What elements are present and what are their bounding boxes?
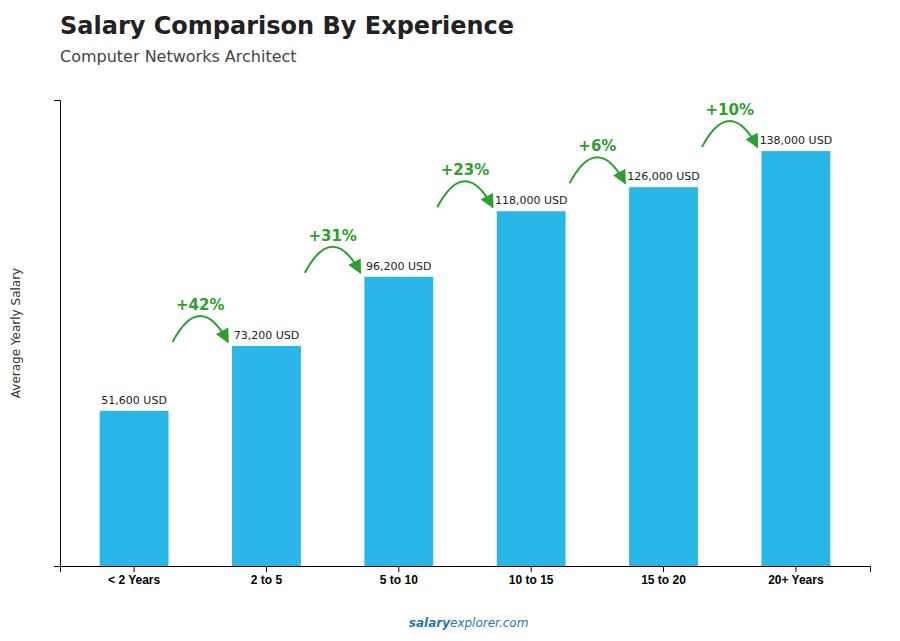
x-tick-mark <box>795 566 796 572</box>
bar <box>232 346 301 566</box>
data-labels: 51,600 USD 73,200 USD 96,200 USD 118,000 US… <box>101 134 832 407</box>
annotations: +42% +31% +23% +6% +10% <box>173 101 758 342</box>
x-axis: < 2 Years 2 to 5 5 to 10 10 to 15 15 to 20 20… <box>61 566 871 587</box>
x-tick-mark <box>266 566 267 572</box>
annotation-arrow <box>173 316 229 342</box>
annotation: +10% <box>705 101 753 119</box>
y-axis <box>54 101 61 567</box>
x-tick-label: 20+ Years <box>768 573 824 587</box>
data-label: 51,600 USD <box>101 394 167 407</box>
plot: < 2 Years 2 to 5 5 to 10 10 to 15 15 to 20 20… <box>54 101 871 587</box>
x-tick-mark <box>134 566 135 572</box>
x-tick-mark <box>531 566 532 572</box>
x-tick: < 2 Years <box>108 566 160 587</box>
data-label: 96,200 USD <box>366 260 432 273</box>
bar <box>497 211 566 566</box>
bar <box>100 411 169 566</box>
x-tick-mark <box>663 566 664 572</box>
bars <box>100 151 831 566</box>
annotation-arrow <box>437 181 493 207</box>
x-tick: 2 to 5 <box>251 566 283 587</box>
data-label: 118,000 USD <box>495 194 568 207</box>
x-tick: 20+ Years <box>768 566 824 587</box>
annotation: +31% <box>308 227 356 245</box>
bar <box>629 187 698 566</box>
bar <box>364 277 433 566</box>
x-tick: 5 to 10 <box>380 566 418 587</box>
x-axis-line <box>61 567 871 573</box>
title: Salary Comparison By Experience <box>60 12 514 40</box>
data-label: 126,000 USD <box>627 170 700 183</box>
y-axis-line <box>54 101 61 567</box>
y-axis-title: Average Yearly Salary <box>9 268 23 398</box>
x-tick-label: 10 to 15 <box>509 573 554 587</box>
annotation: +6% <box>578 137 616 155</box>
x-tick-label: 5 to 10 <box>380 573 418 587</box>
source: explorer.com <box>450 616 528 630</box>
annotation: +42% <box>176 296 224 314</box>
data-label: 73,200 USD <box>234 329 300 342</box>
data-label: 138,000 USD <box>760 134 833 147</box>
x-tick-label: 15 to 20 <box>641 573 686 587</box>
annotation-arrow <box>305 247 361 273</box>
chart: Salary Comparison By Experience Computer … <box>0 0 900 641</box>
source: salary <box>409 616 451 630</box>
annotation-arrow <box>702 121 758 147</box>
x-tick: 15 to 20 <box>641 566 686 587</box>
annotation-arrow <box>570 157 626 183</box>
annotation: +23% <box>441 161 489 179</box>
x-tick: 10 to 15 <box>509 566 554 587</box>
bar <box>761 151 830 566</box>
x-tick-label: < 2 Years <box>108 573 160 587</box>
x-tick-mark <box>398 566 399 572</box>
subtitle: Computer Networks Architect <box>60 47 297 66</box>
x-tick-label: 2 to 5 <box>251 573 283 587</box>
